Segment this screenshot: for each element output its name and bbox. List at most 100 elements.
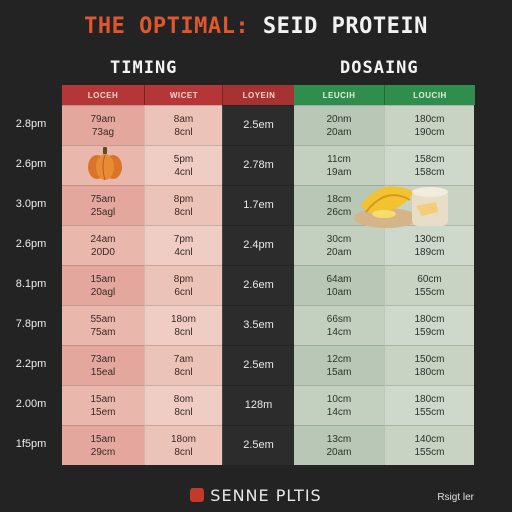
cell-value: 14cm [326,326,352,338]
column-header: LOCEH [62,85,144,105]
cell-value: 158cm [414,153,445,165]
row-time-label: 8.1pm [15,278,47,290]
cell-loucih: 140cm 155cm [384,425,474,465]
cell-value: 130cm [414,233,445,245]
page-title: THE OPTIMAL: SEID PROTEIN [0,14,512,39]
cell-leucih: 64am 10am [294,265,384,305]
cell-wicet: 5pm 4cnl [144,145,222,185]
cell-loyein: 2.5em [222,425,294,465]
cell-loceh: 24am 20D0 [62,225,144,265]
table-row: 24am 20D0 7pm 4cnl 2.4pm 30cm 20am 130cm 189cm [62,225,474,265]
cell-value: 20D0 [91,246,115,258]
cell-loyein: 2.6em [222,265,294,305]
cell-loucih: 158cm 158cm [384,145,474,185]
cell-leucih: 66sm 14cm [294,305,384,345]
cell-value: 15eal [90,366,116,378]
table-row: 55am 75am 18om 8cnl 3.5em 66sm 14cm 180cm 159cm [62,305,474,345]
cell-value: 20nm [326,113,352,125]
cell-value: 2.5em [243,359,274,371]
cell-value: 8cnl [174,206,193,218]
cell-value: 8om [173,393,194,405]
cell-value: 7am [173,353,194,365]
column-header: WICET [144,85,223,105]
cell-wicet: 7am 8cnl [144,345,222,385]
cell-value: 155cm [414,446,445,458]
cell-value: 8cnl [174,126,193,138]
column-header: LOUCIH [384,85,475,105]
cell-value: 18om [170,433,196,445]
cell-value: 15am [90,273,116,285]
row-time-label: 2.2pm [15,358,47,370]
cell-value: 8pm [173,193,194,205]
cell-value: 20agl [90,286,116,298]
cell-value: 19am [326,166,352,178]
cell-value: 158cm [414,166,445,178]
row-time-label: 7.8pm [15,318,47,330]
cell-value: 13cm [326,433,352,445]
brand-logo-icon [190,488,205,502]
cell-value: 4cnl [174,166,193,178]
cell-value: 26cm [326,206,352,218]
cell-value: 2.78m [243,159,274,171]
cell-value: 128m [244,399,273,411]
row-time-label: 2.6pm [15,238,47,250]
cell-loceh: 73am 15eal [62,345,144,385]
cell-value: 180cm [414,313,445,325]
table-row: 79am 73ag 8am 8cnl 2.5em 20nm 20am 180cm 190cm [62,105,474,145]
cell-value: 20am [326,446,352,458]
cell-value: 73ag [91,126,115,138]
cell-value: 2.5em [243,119,274,131]
cell-value: 2.5em [243,439,274,451]
cell-loceh: 55am 75am [62,305,144,345]
cell-wicet: 8am 8cnl [144,105,222,145]
cell-value: 24am [90,233,116,245]
title-part2: SEID PROTEIN [249,14,428,39]
cell-loyein: 128m [222,385,294,425]
cell-value: 75am [90,193,116,205]
cell-value: 12cm [326,353,352,365]
table-row: 15am 20agl 8pm 6cnl 2.6em 64am 10am 60cm 155cm [62,265,474,305]
cell-value: 18om [170,313,196,325]
cell-value: 25agl [90,206,116,218]
cell-loucih: 150cm 180cm [384,345,474,385]
cell-value: 15am [90,393,116,405]
cell-leucih: 11cm 19am [294,145,384,185]
cell-loyein: 3.5em [222,305,294,345]
footer-brand: SENNE PLTIS [0,486,512,505]
column-header: LOYEIN [222,85,295,105]
cell-value: 29cm [90,446,116,458]
cell-value: 7pm [173,233,194,245]
cell-loyein: 2.4pm [222,225,294,265]
cell-loyein: 1.7em [222,185,294,225]
row-time-label: 1f5pm [15,438,47,450]
table-row: 15am 29cm 18om 8cnl 2.5em 13cm 20am 140cm 155cm [62,425,474,465]
cell-value: 8cnl [174,446,193,458]
cell-value: 8cnl [174,406,193,418]
cell-loceh: 15am 20agl [62,265,144,305]
cell-value: 15am [90,433,116,445]
cell-value: 11cm [327,153,351,165]
cell-loucih: 60cm 155cm [384,265,474,305]
cell-value: 8pm [173,273,194,285]
cell-value: 75am [90,326,116,338]
footer-text: SENNE PLTIS [210,486,322,505]
cell-value: 79am [90,113,116,125]
cell-loceh: 79am 73ag [62,105,144,145]
cell-value: 2.6em [243,279,274,291]
cell-value: 180cm [414,393,445,405]
cell-value: 64am [326,273,352,285]
row-time-label: 2.6pm [15,158,47,170]
cell-value: 155cm [414,286,445,298]
cell-wicet: 18om 8cnl [144,305,222,345]
protein-table: LOCEH WICET LOYEIN LEUCIH LOUCIH 79am 73a… [62,85,475,469]
cell-wicet: 8pm 6cnl [144,265,222,305]
cell-value: 140cm [414,433,445,445]
cell-wicet: 7pm 4cnl [144,225,222,265]
title-part1: THE OPTIMAL: [84,14,250,39]
cell-loucih: 180cm 190cm [384,105,474,145]
cell-value: 2.4pm [243,239,274,251]
section-dosing: DOSAING [340,58,419,78]
cell-loyein: 2.78m [222,145,294,185]
row-time-label: 2.00m [15,398,47,410]
cell-loceh: 15am 29cm [62,425,144,465]
